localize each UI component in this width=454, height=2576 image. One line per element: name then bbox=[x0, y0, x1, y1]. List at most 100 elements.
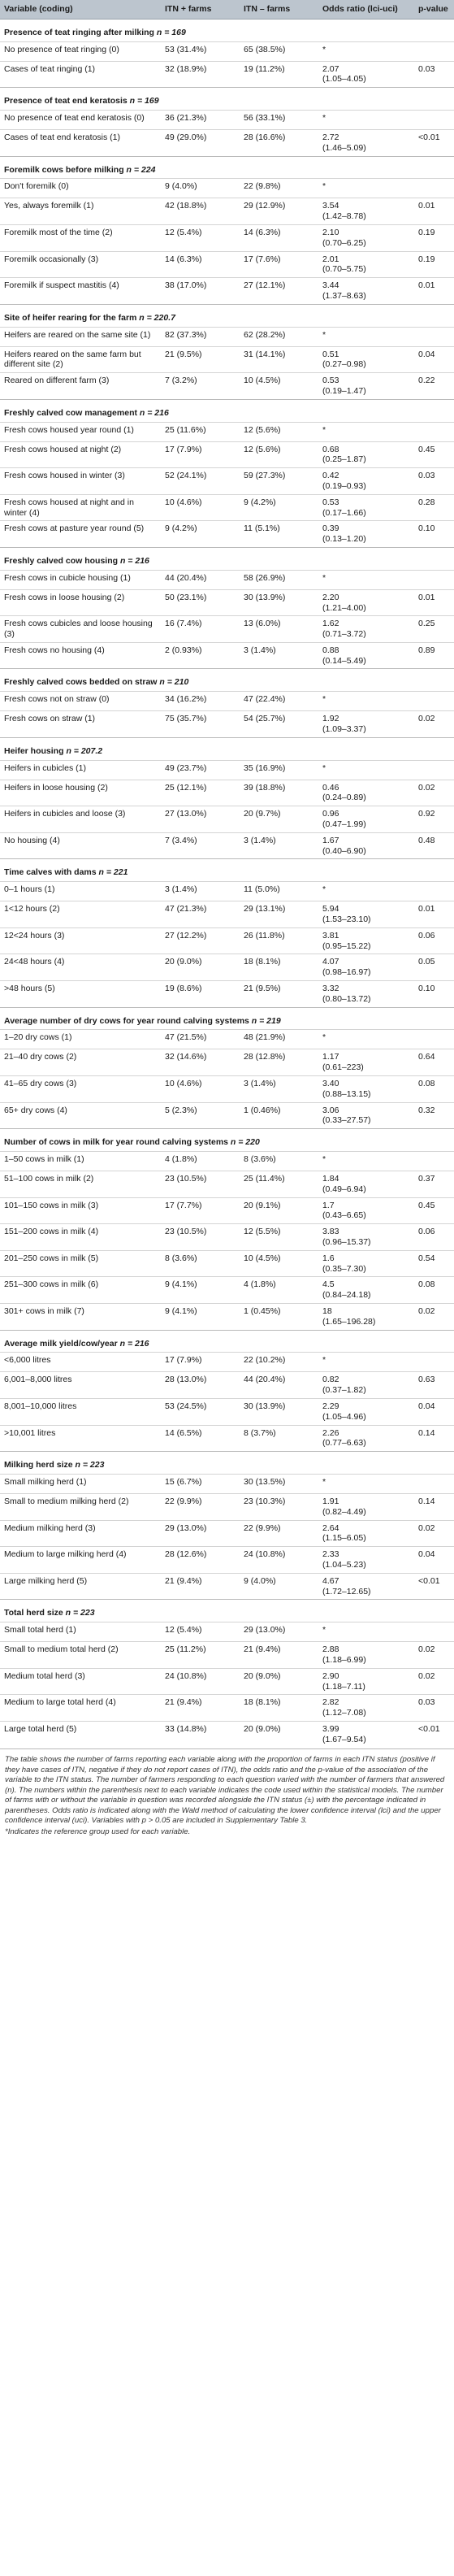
itn-positive-count: 3 (1.4%) bbox=[161, 881, 240, 901]
odds-ratio-cell: 0.42 (0.19–0.93) bbox=[318, 467, 414, 495]
p-value: 0.06 bbox=[414, 927, 454, 954]
confidence-interval: (1.18–7.11) bbox=[322, 1681, 365, 1692]
odds-ratio-value: 2.33 bbox=[322, 1549, 339, 1560]
section-header: Foremilk cows before milking n = 224 bbox=[0, 155, 454, 179]
table-row: Small milking herd (1) 15 (6.7%) 30 (13.5%… bbox=[0, 1473, 454, 1494]
odds-ratio-cell: 2.64 (1.15–6.05) bbox=[318, 1519, 414, 1547]
itn-negative-count: 24 (10.8%) bbox=[240, 1546, 318, 1574]
p-value: 0.54 bbox=[414, 1249, 454, 1277]
variable-label: 1<12 hours (2) bbox=[0, 901, 161, 928]
itn-negative-count: 27 (12.1%) bbox=[240, 277, 318, 305]
variable-label: Foremilk if suspect mastitis (4) bbox=[0, 277, 161, 305]
variable-label: 51–100 cows in milk (2) bbox=[0, 1171, 161, 1198]
confidence-interval: (0.40–6.90) bbox=[322, 845, 366, 856]
itn-negative-count: 44 (20.4%) bbox=[240, 1371, 318, 1399]
itn-positive-count: 25 (11.6%) bbox=[161, 421, 240, 442]
itn-positive-count: 36 (21.3%) bbox=[161, 109, 240, 130]
table-row: Fresh cows cubicles and loose housing (3… bbox=[0, 615, 454, 643]
section-header: Presence of teat end keratosis n = 169 bbox=[0, 87, 454, 111]
p-value: 0.32 bbox=[414, 1101, 454, 1129]
table-row: Cases of teat end keratosis (1) 49 (29.0%… bbox=[0, 128, 454, 157]
itn-negative-count: 1 (0.45%) bbox=[240, 1302, 318, 1331]
odds-ratio-cell: * bbox=[318, 1473, 414, 1494]
p-value: 0.02 bbox=[414, 1641, 454, 1669]
odds-ratio-value: 0.42 bbox=[322, 471, 339, 481]
variable-label: Large milking herd (5) bbox=[0, 1572, 161, 1600]
odds-ratio-cell: 2.10 (0.70–6.25) bbox=[318, 224, 414, 252]
odds-ratio-cell: 2.88 (1.18–6.99) bbox=[318, 1641, 414, 1669]
table-row: 301+ cows in milk (7) 9 (4.1%) 1 (0.45%) 18… bbox=[0, 1302, 454, 1331]
itn-negative-count: 54 (25.7%) bbox=[240, 710, 318, 738]
itn-negative-count: 56 (33.1%) bbox=[240, 109, 318, 130]
confidence-interval: (0.43–6.65) bbox=[322, 1210, 366, 1221]
p-value: 0.48 bbox=[414, 832, 454, 859]
odds-ratio-cell: 1.17 (0.61–223) bbox=[318, 1049, 414, 1076]
p-value: 0.19 bbox=[414, 224, 454, 252]
table-row: No housing (4) 7 (3.4%) 3 (1.4%) 1.67 (0.40–… bbox=[0, 832, 454, 859]
confidence-interval: (0.77–6.63) bbox=[322, 1438, 366, 1449]
section-header-row: Average number of dry cows for year roun… bbox=[0, 1006, 454, 1030]
section-header: Average milk yield/cow/year n = 216 bbox=[0, 1329, 454, 1353]
section-header-row: Number of cows in milk for year round ca… bbox=[0, 1128, 454, 1152]
itn-negative-count: 10 (4.5%) bbox=[240, 1249, 318, 1277]
p-value bbox=[414, 881, 454, 901]
section-header: Heifer housing n = 207.2 bbox=[0, 736, 454, 761]
table-row: Heifers in loose housing (2) 25 (12.1%) 39… bbox=[0, 779, 454, 806]
odds-ratio-cell: 0.68 (0.25–1.87) bbox=[318, 441, 414, 468]
confidence-interval: (1.42–8.78) bbox=[322, 211, 366, 222]
itn-negative-count: 39 (18.8%) bbox=[240, 779, 318, 806]
itn-negative-count: 3 (1.4%) bbox=[240, 641, 318, 669]
itn-positive-count: 47 (21.5%) bbox=[161, 1029, 240, 1049]
section-title: Site of heifer rearing for the farm bbox=[4, 312, 137, 323]
p-value: 0.14 bbox=[414, 1424, 454, 1452]
p-value bbox=[414, 326, 454, 347]
odds-ratio-cell: 0.53 (0.17–1.66) bbox=[318, 493, 414, 521]
variable-label: Fresh cows housed at night (2) bbox=[0, 441, 161, 468]
confidence-interval: (1.37–8.63) bbox=[322, 290, 366, 301]
itn-positive-count: 32 (18.9%) bbox=[161, 60, 240, 88]
p-value: 0.19 bbox=[414, 250, 454, 278]
table-row: Heifers in cubicles and loose (3) 27 (13.… bbox=[0, 806, 454, 833]
variable-label: Small milking herd (1) bbox=[0, 1473, 161, 1494]
p-value: 0.06 bbox=[414, 1223, 454, 1251]
itn-negative-count: 10 (4.5%) bbox=[240, 372, 318, 400]
itn-negative-count: 12 (5.5%) bbox=[240, 1223, 318, 1251]
confidence-interval: (0.70–6.25) bbox=[322, 237, 366, 248]
section-sample-size: n = 169 bbox=[156, 27, 186, 37]
table-row: Small total herd (1) 12 (5.4%) 29 (13.0%) * bbox=[0, 1622, 454, 1642]
p-value: 0.10 bbox=[414, 980, 454, 1008]
header-p-value: p-value bbox=[414, 0, 454, 20]
itn-negative-count: 18 (8.1%) bbox=[240, 954, 318, 981]
table-header: Variable (coding) ITN + farms ITN – farm… bbox=[0, 0, 454, 20]
confidence-interval: (0.98–16.97) bbox=[322, 967, 371, 978]
odds-ratio-cell: 0.39 (0.13–1.20) bbox=[318, 520, 414, 548]
odds-ratio-cell: 2.90 (1.18–7.11) bbox=[318, 1667, 414, 1695]
results-table: Variable (coding) ITN + farms ITN – farm… bbox=[0, 0, 454, 1748]
p-value bbox=[414, 1622, 454, 1642]
table-body: Presence of teat ringing after milking n… bbox=[0, 18, 454, 1748]
itn-positive-count: 7 (3.4%) bbox=[161, 832, 240, 859]
odds-ratio-value: 0.96 bbox=[322, 809, 339, 819]
itn-positive-count: 33 (14.8%) bbox=[161, 1720, 240, 1748]
p-value: 0.08 bbox=[414, 1276, 454, 1304]
variable-label: Small to medium milking herd (2) bbox=[0, 1492, 161, 1521]
section-header: Number of cows in milk for year round ca… bbox=[0, 1128, 454, 1152]
odds-ratio-cell: 1.6 (0.35–7.30) bbox=[318, 1249, 414, 1277]
itn-negative-count: 29 (12.9%) bbox=[240, 198, 318, 225]
odds-ratio-value: * bbox=[322, 1625, 326, 1636]
variable-label: Medium to large milking herd (4) bbox=[0, 1546, 161, 1574]
odds-ratio-value: 1.92 bbox=[322, 714, 339, 724]
itn-positive-count: 10 (4.6%) bbox=[161, 1075, 240, 1103]
odds-ratio-value: * bbox=[322, 181, 326, 192]
confidence-interval: (0.19–1.47) bbox=[322, 385, 366, 396]
odds-ratio-value: 3.81 bbox=[322, 930, 339, 940]
odds-ratio-value: 3.32 bbox=[322, 984, 339, 994]
variable-label: Fresh cows not on straw (0) bbox=[0, 691, 161, 711]
itn-positive-count: 53 (31.4%) bbox=[161, 41, 240, 62]
section-header: Freshly calved cows bedded on straw n = … bbox=[0, 668, 454, 692]
odds-ratio-value: 2.64 bbox=[322, 1523, 339, 1533]
section-sample-size: n = 216 bbox=[119, 555, 149, 566]
itn-negative-count: 13 (6.0%) bbox=[240, 615, 318, 643]
itn-negative-count: 12 (5.6%) bbox=[240, 421, 318, 442]
table-row: Foremilk most of the time (2) 12 (5.4%) 14… bbox=[0, 224, 454, 252]
